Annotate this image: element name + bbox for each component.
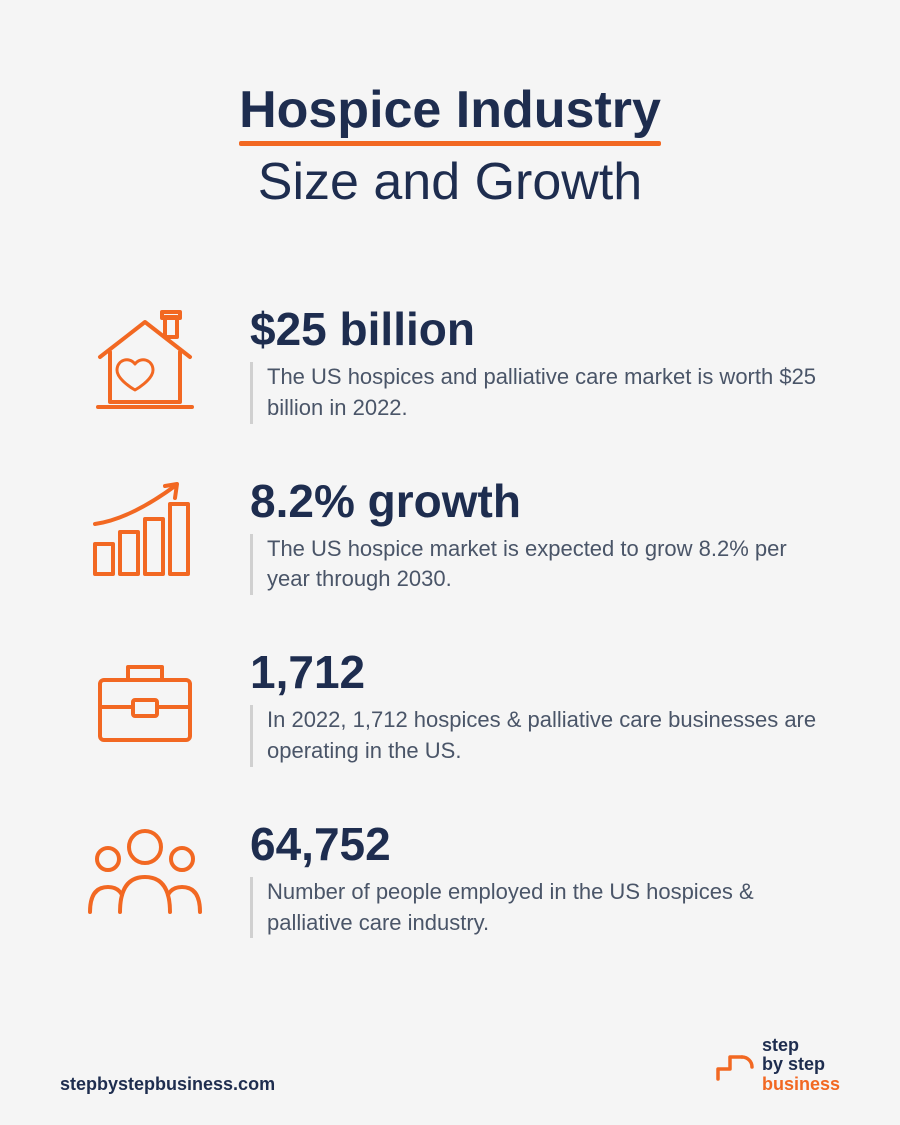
stat-row: 64,752 Number of people employed in the … bbox=[80, 817, 820, 939]
stat-content: 64,752 Number of people employed in the … bbox=[250, 817, 820, 939]
people-group-icon bbox=[80, 817, 210, 927]
logo-line-3: business bbox=[762, 1075, 840, 1095]
title-line-2: Size and Growth bbox=[80, 152, 820, 212]
stat-description: The US hospice market is expected to gro… bbox=[250, 534, 820, 596]
stat-description: The US hospices and palliative care mark… bbox=[250, 362, 820, 424]
logo-line-2: by step bbox=[762, 1055, 840, 1075]
infographic-container: Hospice Industry Size and Growth $25 bil… bbox=[0, 0, 900, 1028]
stat-heading: 1,712 bbox=[250, 649, 820, 695]
stat-description: In 2022, 1,712 hospices & palliative car… bbox=[250, 705, 820, 767]
stat-heading: 64,752 bbox=[250, 821, 820, 867]
house-heart-icon bbox=[80, 302, 210, 412]
title-line-1: Hospice Industry bbox=[239, 80, 661, 144]
footer: stepbystepbusiness.com step by step busi… bbox=[60, 1036, 840, 1095]
growth-chart-icon bbox=[80, 474, 210, 584]
logo-line-1: step bbox=[762, 1035, 799, 1055]
briefcase-icon bbox=[80, 645, 210, 755]
stat-content: 1,712 In 2022, 1,712 hospices & palliati… bbox=[250, 645, 820, 767]
footer-logo: step by step business bbox=[712, 1036, 840, 1095]
stat-row: $25 billion The US hospices and palliati… bbox=[80, 302, 820, 424]
stat-content: 8.2% growth The US hospice market is exp… bbox=[250, 474, 820, 596]
stat-heading: 8.2% growth bbox=[250, 478, 820, 524]
stat-content: $25 billion The US hospices and palliati… bbox=[250, 302, 820, 424]
stat-heading: $25 billion bbox=[250, 306, 820, 352]
footer-url: stepbystepbusiness.com bbox=[60, 1074, 275, 1095]
stat-row: 1,712 In 2022, 1,712 hospices & palliati… bbox=[80, 645, 820, 767]
header: Hospice Industry Size and Growth bbox=[80, 80, 820, 212]
footer-logo-text: step by step business bbox=[762, 1036, 840, 1095]
stat-description: Number of people employed in the US hosp… bbox=[250, 877, 820, 939]
stat-row: 8.2% growth The US hospice market is exp… bbox=[80, 474, 820, 596]
stairs-icon bbox=[712, 1041, 756, 1090]
